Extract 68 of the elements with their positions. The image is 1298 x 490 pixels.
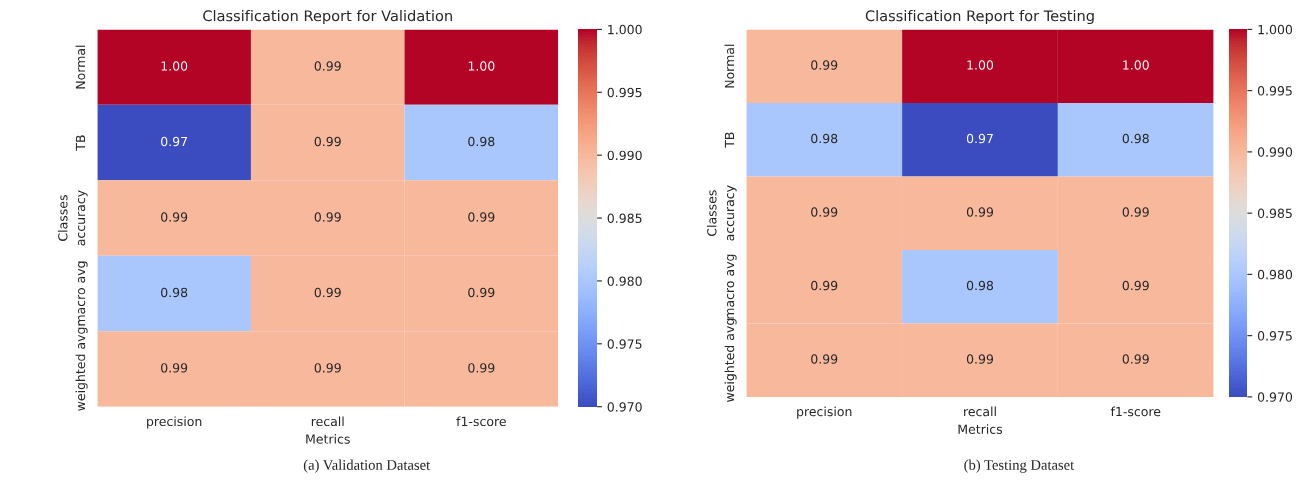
color-bar-label: 0.985: [1257, 208, 1292, 219]
color-bar-label: 0.990: [1257, 147, 1293, 157]
data-label: 0.99: [1122, 354, 1149, 364]
color-bar-label: 0.985: [607, 213, 642, 223]
x-axis-title: Metrics: [958, 424, 1003, 434]
x-tick-label: precision: [147, 416, 202, 429]
data-label: 0.99: [468, 363, 495, 373]
data-label: 0.99: [468, 212, 495, 222]
data-label: 0.99: [314, 61, 341, 71]
data-label: 0.99: [314, 363, 341, 373]
x-axis-title: Metrics: [306, 434, 350, 444]
data-label: 0.99: [161, 212, 188, 222]
data-label: 0.99: [468, 287, 495, 298]
color-bar-label: 1.000: [1258, 24, 1293, 35]
data-label: 1.00: [1123, 60, 1149, 70]
data-label: 0.98: [811, 133, 838, 144]
data-label: 0.99: [811, 280, 838, 291]
y-tick-label: Normal: [724, 44, 735, 88]
y-axis-title: Classes: [706, 190, 717, 236]
y-tick-label: weighted avg: [75, 327, 88, 411]
color-bar-label: 1.000: [608, 24, 642, 35]
data-label: 0.99: [1122, 207, 1149, 217]
data-label: 0.99: [314, 212, 341, 222]
y-axis-title: Classes: [57, 195, 68, 241]
data-label: 0.99: [966, 207, 994, 217]
x-tick-label: recall: [964, 406, 996, 417]
x-tick-label: recall: [311, 416, 344, 427]
y-tick-label: accuracy: [78, 190, 88, 246]
color-bar-label: 0.970: [607, 402, 642, 412]
x-tick-label: precision: [797, 406, 852, 419]
data-label: 0.99: [811, 354, 838, 364]
data-label: 1.00: [468, 61, 495, 71]
data-label: 0.99: [314, 136, 341, 147]
y-tick-label: weighted avg: [724, 318, 737, 402]
data-label: 0.98: [468, 136, 495, 147]
data-label: 0.99: [811, 60, 838, 70]
y-tick-label: macro avg: [727, 254, 737, 319]
data-label: 1.00: [161, 61, 188, 71]
color-bar-label: 0.975: [1257, 331, 1292, 341]
text: (b) Testing Dataset: [964, 459, 1075, 473]
data-label: 0.98: [1122, 133, 1149, 144]
data-label: 0.98: [966, 280, 994, 291]
y-tick-label: Normal: [75, 45, 86, 89]
y-tick-label: macro avg: [78, 261, 88, 326]
data-label: 0.99: [161, 363, 188, 373]
x-tick-label: f1-score: [1110, 406, 1161, 417]
data-label: 0.97: [966, 133, 993, 144]
chart-title: Classification Report for Testing: [865, 9, 1094, 25]
data-label: 0.99: [811, 207, 838, 217]
y-tick-label: accuracy: [727, 185, 737, 241]
color-bar-label: 0.995: [1257, 86, 1292, 96]
text: (a) Validation Dataset: [303, 459, 431, 473]
chart-title: Classification Report for Validation: [203, 9, 452, 25]
color-bar-label: 0.980: [607, 276, 642, 286]
x-tick-label: f1-score: [456, 416, 506, 427]
data-label: 0.99: [1122, 280, 1149, 291]
data-label: 0.99: [966, 354, 994, 364]
color-bar-label: 0.995: [607, 87, 642, 98]
color-bar-label: 0.990: [607, 150, 642, 161]
data-label: 0.98: [161, 287, 188, 298]
data-label: 0.97: [161, 136, 187, 147]
y-tick-label: TB: [724, 132, 735, 148]
y-tick-label: TB: [75, 135, 86, 151]
data-label: 0.99: [314, 287, 341, 298]
color-bar-label: 0.980: [1257, 269, 1293, 280]
color-bar-label: 0.970: [1257, 392, 1293, 402]
color-bar-label: 0.975: [607, 339, 642, 349]
data-label: 1.00: [967, 60, 994, 70]
